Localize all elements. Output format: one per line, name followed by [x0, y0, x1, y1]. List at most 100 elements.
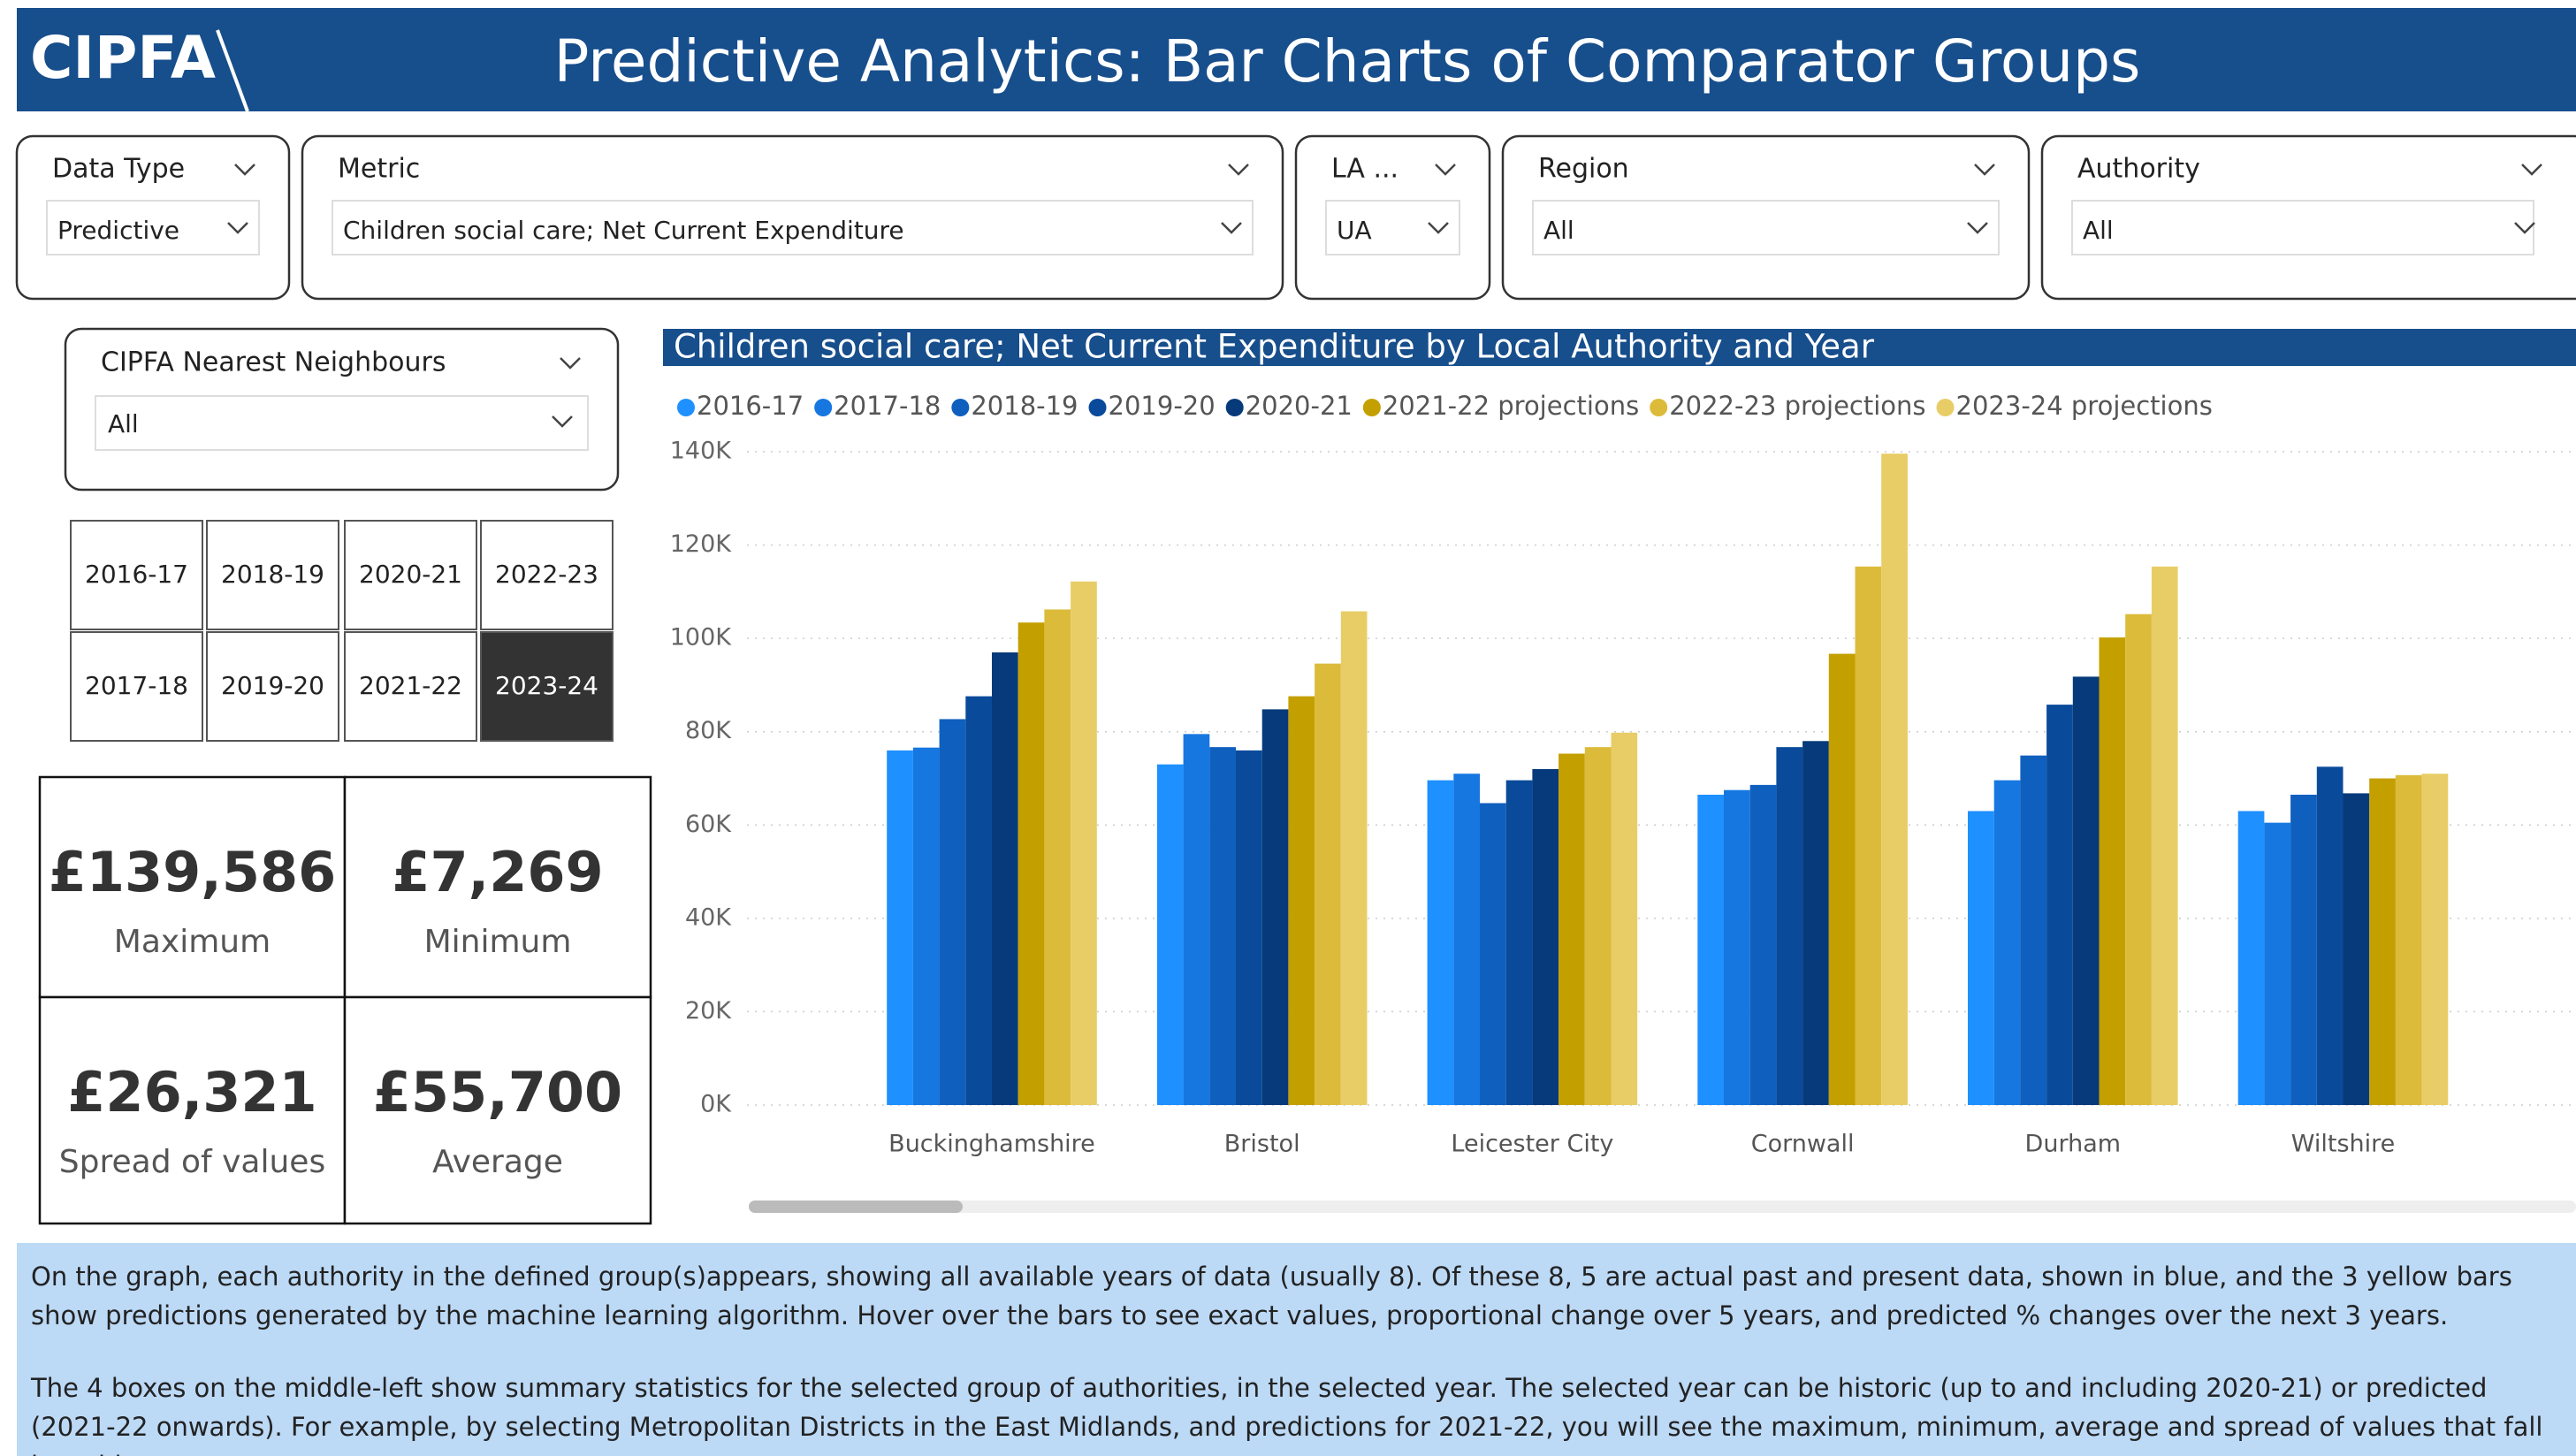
legend-label: 2016-17 [697, 391, 804, 421]
dropdown[interactable] [95, 395, 589, 451]
bar[interactable] [2046, 705, 2073, 1105]
year-button-label: 2018-19 [221, 560, 324, 589]
dropdown[interactable] [1532, 200, 2000, 255]
legend-dot [814, 399, 833, 416]
bar[interactable] [2369, 778, 2396, 1106]
bar[interactable] [1559, 753, 1585, 1105]
y-tick-label: 80K [685, 717, 732, 744]
chevron[interactable] [2521, 164, 2542, 176]
logo: CIPFA [30, 24, 216, 92]
bar[interactable] [1261, 709, 1289, 1105]
dropdown[interactable] [1325, 200, 1460, 255]
chevron[interactable] [1221, 222, 1242, 234]
year-button-label: 2017-18 [85, 671, 188, 700]
stat-box [343, 995, 652, 1225]
bar[interactable] [1044, 609, 1071, 1105]
bar[interactable] [1427, 780, 1454, 1105]
chevron[interactable] [234, 164, 255, 176]
legend-dot [1650, 399, 1668, 416]
bar[interactable] [1071, 581, 1097, 1105]
chevron[interactable] [1967, 222, 1988, 234]
bar[interactable] [1855, 566, 1882, 1105]
bar[interactable] [965, 696, 992, 1105]
legend-label: 2020-21 [1246, 391, 1353, 421]
bar[interactable] [1881, 454, 1908, 1105]
note: On the graph, each authority in the defi… [31, 1262, 2512, 1330]
bar[interactable] [2290, 794, 2317, 1105]
chevron[interactable] [1435, 164, 1456, 176]
bar[interactable] [1993, 780, 2021, 1105]
bar[interactable] [1697, 794, 1724, 1105]
bar[interactable] [887, 750, 913, 1105]
chevron[interactable] [1228, 164, 1249, 176]
chevron[interactable] [552, 415, 573, 428]
chevron[interactable] [560, 357, 581, 370]
bar[interactable] [1209, 747, 1236, 1105]
scrollbar-thumb[interactable] [749, 1201, 963, 1213]
bar[interactable] [1611, 732, 1638, 1105]
bar[interactable] [2125, 614, 2152, 1105]
year-button[interactable] [206, 631, 339, 742]
bar[interactable] [939, 719, 966, 1105]
bar[interactable] [2237, 811, 2265, 1105]
bar[interactable] [1802, 741, 1829, 1105]
legend-label: 2021-22 projections [1383, 391, 1639, 421]
chevron[interactable] [227, 222, 248, 234]
x-tick-label: Bristol [1224, 1131, 1300, 1158]
legend-dot [1362, 399, 1381, 416]
bar[interactable] [1288, 696, 1315, 1105]
bar[interactable] [1156, 764, 1184, 1105]
legend-label: 2022-23 projections [1669, 391, 1925, 421]
year-button[interactable] [344, 520, 477, 630]
legend-label: 2023-24 projections [1956, 391, 2213, 421]
bar[interactable] [1828, 653, 1856, 1105]
bar[interactable] [1505, 780, 1533, 1105]
bar[interactable] [2316, 766, 2344, 1105]
bar[interactable] [2020, 755, 2047, 1105]
y-tick-label: 120K [670, 530, 733, 558]
bar[interactable] [1532, 768, 1559, 1105]
bar[interactable] [1453, 774, 1480, 1105]
filter-label: Region [1538, 154, 1629, 185]
chevron[interactable] [1428, 222, 1449, 234]
stat-box [343, 775, 652, 999]
chevron[interactable] [2514, 222, 2535, 234]
y-tick-label: 0K [700, 1091, 732, 1118]
bar[interactable] [1724, 789, 1750, 1105]
bar[interactable] [912, 747, 940, 1105]
bar[interactable] [1480, 803, 1506, 1105]
bar[interactable] [1236, 750, 1262, 1105]
bar[interactable] [2151, 566, 2178, 1105]
dropdown[interactable] [2071, 200, 2534, 255]
stat-label: Maximum [114, 924, 271, 960]
year-button[interactable] [480, 520, 614, 630]
stat-box [38, 775, 347, 999]
year-button[interactable] [480, 631, 614, 742]
year-button[interactable] [344, 631, 477, 742]
bar[interactable] [2072, 676, 2100, 1105]
bar[interactable] [1584, 747, 1612, 1105]
bar[interactable] [2395, 774, 2422, 1105]
bar[interactable] [1183, 734, 1210, 1105]
bar[interactable] [1017, 622, 1045, 1105]
year-button[interactable] [206, 520, 339, 630]
x-tick-label: Cornwall [1751, 1131, 1855, 1158]
chevron[interactable] [1974, 164, 1995, 176]
bar[interactable] [1749, 784, 1777, 1105]
bar[interactable] [1315, 663, 1341, 1105]
year-button[interactable] [70, 631, 203, 742]
filter-label: Data Type [52, 154, 185, 185]
bar[interactable] [2343, 793, 2370, 1105]
scrollbar[interactable] [749, 1201, 2576, 1213]
bar[interactable] [1776, 747, 1803, 1105]
bar[interactable] [992, 652, 1018, 1105]
dropdown[interactable] [46, 200, 260, 255]
bar[interactable] [2099, 637, 2126, 1105]
bar[interactable] [1340, 611, 1368, 1105]
dropdown[interactable] [332, 200, 1254, 255]
bar[interactable] [1968, 811, 1994, 1105]
bar[interactable] [2421, 774, 2449, 1105]
legend-label: 2019-20 [1109, 391, 1216, 421]
bar[interactable] [2264, 822, 2291, 1105]
year-button[interactable] [70, 520, 203, 630]
